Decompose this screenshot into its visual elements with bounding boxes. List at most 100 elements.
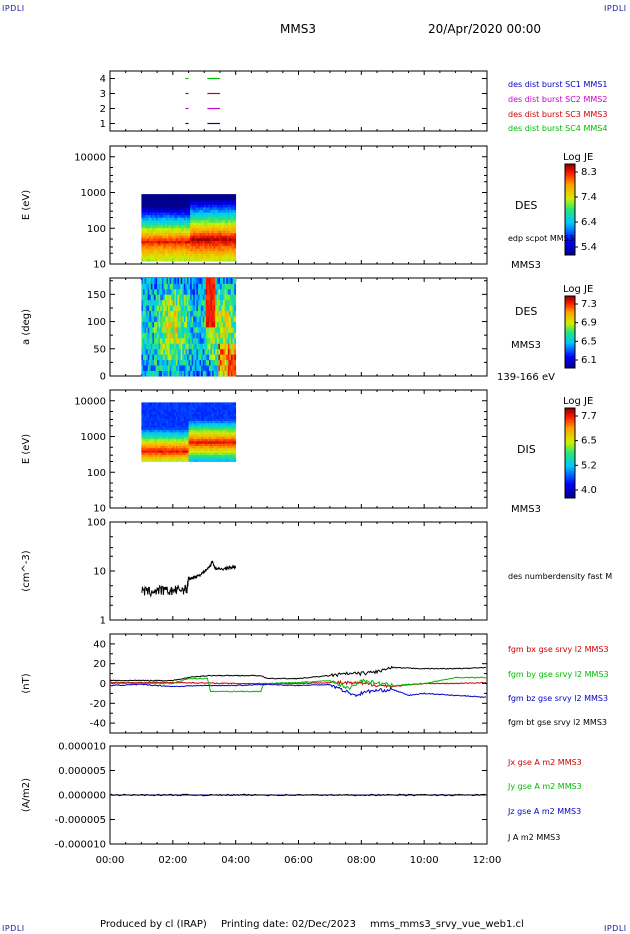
spectrogram-cell: [205, 436, 208, 440]
spectrogram-cell: [179, 253, 182, 257]
spectrogram-cell: [182, 348, 185, 355]
spectrogram-cell: [171, 207, 174, 211]
spectrogram-cell: [163, 278, 166, 284]
spectrogram-cell: [223, 327, 226, 333]
spectrogram-cell: [221, 406, 224, 410]
spectrogram-cell: [155, 288, 158, 295]
spectrogram-cell: [202, 441, 205, 444]
spectrogram-cell: [164, 232, 167, 236]
spectrogram-cell: [183, 370, 186, 377]
spectrogram-cell: [168, 243, 171, 247]
spectrogram-cell: [196, 452, 199, 456]
spectrogram-cell: [197, 370, 200, 377]
spectrogram-cell: [223, 406, 226, 410]
spectrogram-cell: [155, 248, 158, 252]
spectrogram-cell: [164, 443, 167, 446]
spectrogram-cell: [161, 404, 164, 408]
spectrogram-cell: [142, 332, 145, 339]
spectrogram-cell: [210, 227, 213, 231]
spectrogram-cell: [201, 222, 204, 226]
spectrogram-cell: [183, 354, 186, 361]
spectrogram-cell: [141, 434, 144, 437]
legend-entry: Jz gse A m2 MMS3: [507, 807, 581, 816]
spectrogram-cell: [223, 402, 226, 406]
spectrogram-cell: [144, 409, 147, 412]
spectrogram-cell: [141, 294, 144, 301]
spectrogram-cell: [149, 337, 152, 344]
spectrogram-cell: [161, 456, 164, 460]
spectrogram-cell: [149, 204, 152, 208]
spectrogram-cell: [185, 294, 188, 301]
spectrogram-cell: [221, 283, 224, 290]
spectrogram-cell: [147, 359, 150, 366]
spectrogram-cell: [224, 321, 227, 328]
colorbar-cell: [565, 471, 575, 473]
colorbar-cell: [565, 457, 575, 460]
spectrogram-cell: [164, 237, 167, 241]
spectrogram-cell: [161, 459, 164, 462]
spectrogram-cell: [147, 436, 150, 440]
spectrogram-cell: [230, 441, 233, 444]
spectrogram-cell: [141, 310, 144, 317]
spectrogram-cell: [166, 434, 169, 437]
spectrogram-cell: [149, 454, 152, 458]
spectrogram-cell: [196, 404, 199, 408]
spectrogram-cell: [218, 219, 221, 223]
spectrogram-cell: [232, 332, 235, 339]
spectrogram-cell: [210, 194, 213, 198]
spectrogram-cell: [177, 454, 180, 458]
spectrogram-cell: [182, 230, 185, 234]
spectrogram-cell: [196, 436, 199, 440]
spectrogram-cell: [205, 256, 208, 259]
spectrogram-cell: [229, 194, 232, 198]
spectrogram-cell: [229, 337, 232, 344]
spectrogram-cell: [213, 199, 216, 203]
spectrogram-cell: [207, 235, 210, 239]
spectrogram-cell: [166, 207, 169, 211]
spectrogram-cell: [174, 256, 177, 259]
spectrogram-cell: [164, 250, 167, 254]
spectrogram-cell: [229, 413, 232, 417]
corner-tag-bottom-right: IPDLI: [604, 924, 627, 933]
spectrogram-cell: [216, 294, 219, 301]
spectrogram-cell: [234, 438, 237, 442]
spectrogram-cell: [191, 240, 194, 244]
spectrogram-cell: [150, 245, 153, 249]
spectrogram-cell: [157, 365, 160, 371]
spectrogram-cell: [146, 438, 149, 442]
spectrogram-cell: [172, 443, 175, 446]
spectrogram-cell: [141, 445, 144, 449]
spectrogram-cell: [142, 321, 145, 328]
spectrogram-cell: [223, 441, 226, 444]
spectrogram-cell: [226, 217, 229, 221]
spectrogram-cell: [194, 343, 197, 350]
spectrogram-cell: [152, 450, 155, 453]
spectrogram-cell: [221, 294, 224, 301]
spectrogram-cell: [232, 299, 235, 306]
spectrogram-cell: [227, 299, 230, 306]
spectrogram-cell: [213, 248, 216, 252]
colorbar-cell: [565, 324, 575, 327]
spectrogram-cell: [188, 209, 191, 213]
spectrogram-cell: [213, 429, 216, 433]
y-axis-label: (cm^-3): [21, 550, 32, 591]
spectrogram-cell: [229, 199, 232, 203]
spectrogram-cell: [234, 212, 237, 216]
spectrogram-cell: [163, 209, 166, 213]
spectrogram-cell: [216, 427, 219, 431]
spectrogram-cell: [234, 316, 237, 322]
spectrogram-cell: [182, 431, 185, 435]
spectrogram-cell: [201, 207, 204, 211]
spectrogram-cell: [232, 288, 235, 295]
spectrogram-cell: [147, 310, 150, 317]
spectrogram-cell: [169, 359, 172, 366]
spectrogram-cell: [180, 305, 183, 312]
spectrogram-cell: [208, 443, 211, 446]
spectrogram-cell: [199, 447, 202, 451]
spectrogram-cell: [150, 454, 153, 458]
spectrogram-cell: [147, 294, 150, 301]
spectrogram-cell: [197, 409, 200, 412]
spectrogram-cell: [190, 250, 193, 254]
spectrogram-cell: [188, 450, 191, 453]
spectrogram-cell: [226, 332, 229, 339]
